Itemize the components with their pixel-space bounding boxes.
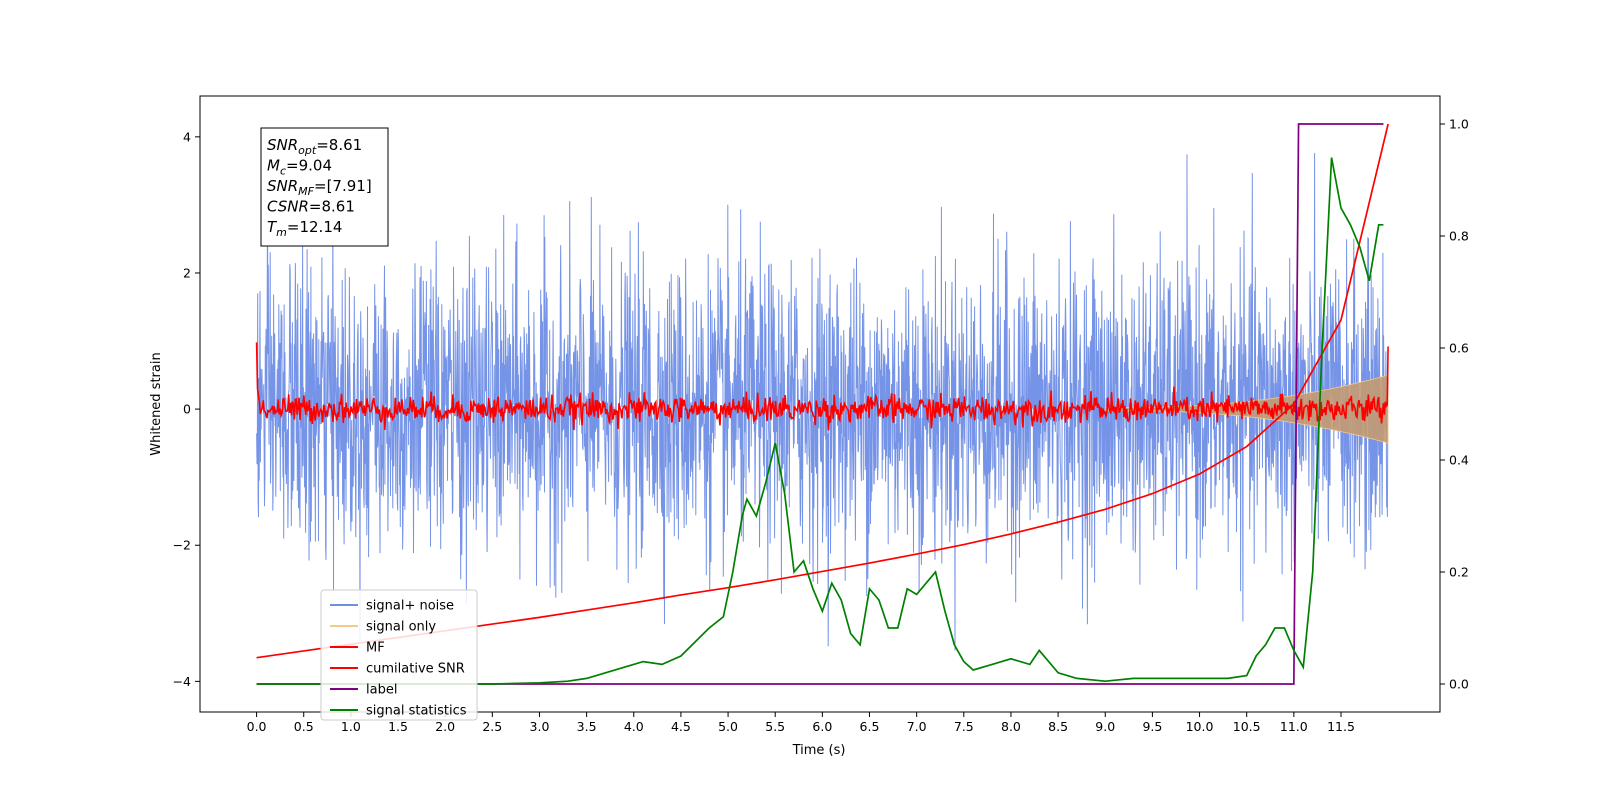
x-tick-label: 9.0: [1095, 719, 1115, 734]
y-tick-label: 4: [183, 129, 191, 144]
legend-label: signal only: [366, 620, 436, 635]
x-tick-label: 4.0: [624, 719, 644, 734]
signal-statistics-line: [256, 157, 1384, 685]
stat-line: CSNR=8.61: [267, 198, 355, 216]
x-tick-label: 0.0: [247, 719, 267, 734]
x-tick-label: 1.5: [388, 719, 408, 734]
legend-label: cumilative SNR: [366, 662, 465, 677]
stat-value: =9.04: [286, 157, 332, 175]
label-line: [256, 123, 1384, 685]
stat-value: =8.61: [309, 198, 355, 216]
x-tick-label: 5.0: [718, 719, 738, 734]
y-axis-ticks: −4 −2 0 2 4: [173, 129, 200, 689]
stat-name: SNR: [267, 136, 298, 154]
signal-noise-line: [256, 152, 1389, 651]
x-tick-label: 10.0: [1186, 719, 1214, 734]
stat-subscript: MF: [298, 185, 314, 198]
x-axis-ticks: 0.0 0.5 1.0 1.5 2.0 2.5 3.0 3.5 4.0 4.5 5.0 5.5 6.0 6…: [247, 712, 1355, 734]
stats-box: SNRopt=8.61Mc=9.04SNRMF=[7.91]CSNR=8.61T…: [260, 127, 389, 247]
stat-line: Tm=12.14: [267, 218, 342, 239]
mf-line: [255, 342, 1389, 431]
stat-name: SNR: [267, 177, 298, 195]
x-tick-label: 3.5: [577, 719, 597, 734]
x-tick-label: 6.0: [812, 719, 832, 734]
plot-frame: [199, 95, 1441, 713]
legend-frame: [320, 589, 478, 721]
y2-tick-label: 0.0: [1449, 677, 1469, 692]
x-tick-label: 6.5: [860, 719, 880, 734]
stat-subscript: opt: [298, 144, 317, 157]
legend-label: label: [366, 683, 397, 698]
stat-subscript: c: [280, 165, 286, 178]
y2-tick-label: 0.4: [1449, 453, 1469, 468]
signal-noise-series: [256, 152, 1389, 651]
stat-name: CSNR: [267, 198, 309, 216]
stat-name: M: [267, 157, 280, 175]
stat-value: =[7.91]: [314, 177, 372, 195]
stat-value: =12.14: [287, 218, 343, 236]
y-tick-label: −4: [173, 674, 191, 689]
stat-value: =8.61: [316, 136, 362, 154]
legend: signal+ noise signal only MF cumilative SNR…: [320, 589, 478, 721]
y-tick-label: 2: [183, 265, 191, 280]
y2-tick-label: 0.2: [1449, 565, 1469, 580]
x-tick-label: 7.5: [954, 719, 974, 734]
y-tick-label: 0: [183, 402, 191, 417]
stat-name: T: [267, 218, 278, 236]
x-tick-label: 7.0: [907, 719, 927, 734]
legend-label: signal+ noise: [366, 599, 454, 614]
x-tick-label: 9.5: [1142, 719, 1162, 734]
legend-label: signal statistics: [366, 704, 467, 719]
x-tick-label: 4.5: [671, 719, 691, 734]
stat-subscript: m: [276, 226, 287, 239]
x-axis-label: Time (s): [792, 743, 846, 758]
x-tick-label: 10.5: [1233, 719, 1261, 734]
x-tick-label: 1.0: [341, 719, 361, 734]
x-tick-label: 8.5: [1048, 719, 1068, 734]
x-tick-label: 2.0: [435, 719, 455, 734]
legend-label: MF: [366, 641, 385, 656]
mf-series: [255, 342, 1389, 431]
x-tick-label: 8.0: [1001, 719, 1021, 734]
y2-tick-label: 0.8: [1449, 229, 1469, 244]
y2-tick-label: 0.6: [1449, 341, 1469, 356]
x-tick-label: 0.5: [294, 719, 314, 734]
x-tick-label: 11.5: [1327, 719, 1355, 734]
x-tick-label: 3.0: [530, 719, 550, 734]
stat-line: SNRMF=[7.91]: [267, 177, 372, 198]
stat-line: SNRopt=8.61: [267, 136, 362, 157]
y-axis-label: Whitened strain: [149, 352, 164, 455]
y2-tick-label: 1.0: [1449, 117, 1469, 132]
x-tick-label: 11.0: [1280, 719, 1308, 734]
x-tick-label: 2.5: [482, 719, 502, 734]
stat-line: Mc=9.04: [267, 157, 332, 178]
y-tick-label: −2: [173, 538, 191, 553]
x-tick-label: 5.5: [765, 719, 785, 734]
stats-box-frame: [260, 127, 389, 247]
y2-axis-ticks: 0.0 0.2 0.4 0.6 0.8 1.0: [1440, 117, 1469, 692]
